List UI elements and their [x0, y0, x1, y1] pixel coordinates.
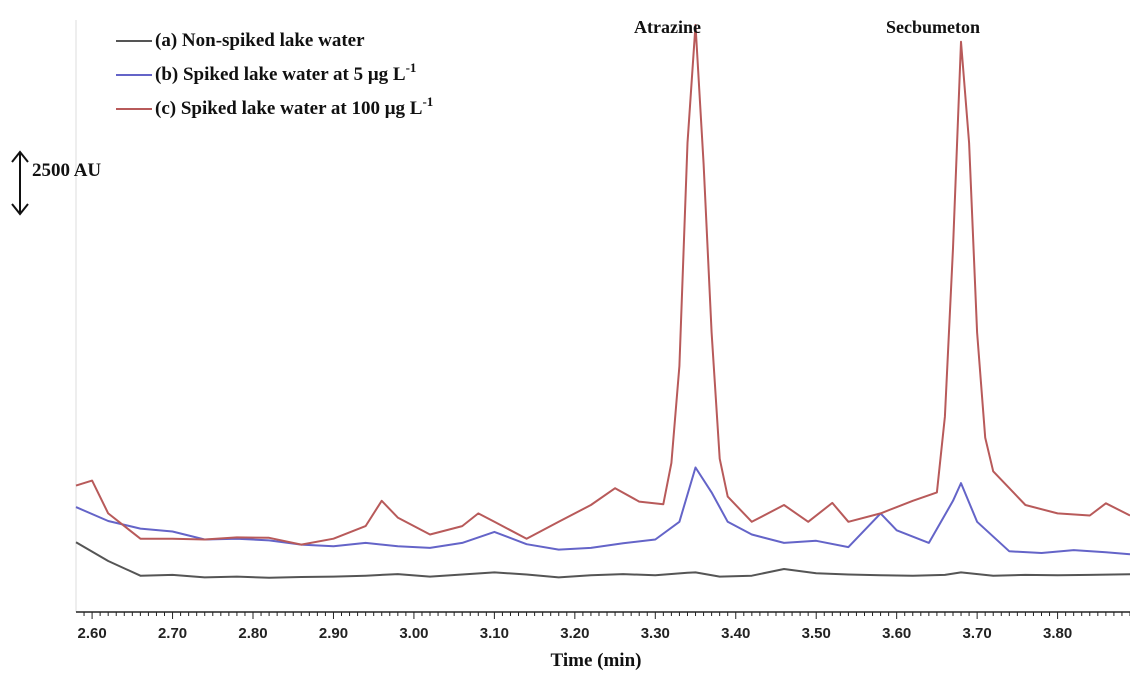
x-tick-label: 3.80 [1043, 625, 1072, 642]
x-tick-label: 3.50 [802, 625, 831, 642]
scale-bar-arrow-down-icon [11, 203, 29, 216]
x-tick-label: 3.70 [963, 625, 992, 642]
x-tick-label: 2.90 [319, 625, 348, 642]
x-tick-label: 3.10 [480, 625, 509, 642]
x-tick-label: 3.30 [641, 625, 670, 642]
series-line-b [75, 466, 1130, 556]
scale-bar: 2500 AU [11, 150, 101, 216]
series-line-c [75, 24, 1130, 546]
legend: (a) Non-spiked lake water (b) Spiked lake… [116, 30, 433, 119]
scale-bar-arrow-up-icon [11, 150, 29, 163]
legend-label: (c) Spiked lake water at 100 μg L-1 [155, 94, 433, 119]
legend-label: (b) Spiked lake water at 5 μg L-1 [155, 60, 416, 85]
x-tick-label: 3.00 [399, 625, 428, 642]
x-tick-label: 3.40 [721, 625, 750, 642]
legend-label: (a) Non-spiked lake water [155, 30, 365, 51]
x-axis: 2.60 2.70 2.80 2.90 3.00 3.10 3.20 3.30 3.40 3.50… [76, 611, 1130, 642]
x-axis-title: Time (min) [551, 650, 642, 671]
x-tick-label: 3.20 [560, 625, 589, 642]
scale-bar-label: 2500 AU [32, 160, 101, 181]
x-tick-label: 2.60 [77, 625, 106, 642]
series-line-a [75, 541, 1130, 579]
peak-label: Secbumeton [886, 17, 980, 37]
x-tick-label: 2.80 [238, 625, 267, 642]
x-tick-label: 3.60 [882, 625, 911, 642]
x-tick-label: 2.70 [158, 625, 187, 642]
peak-labels: Atrazine Secbumeton [634, 17, 980, 37]
peak-label: Atrazine [634, 17, 701, 37]
series-layer [75, 24, 1130, 579]
